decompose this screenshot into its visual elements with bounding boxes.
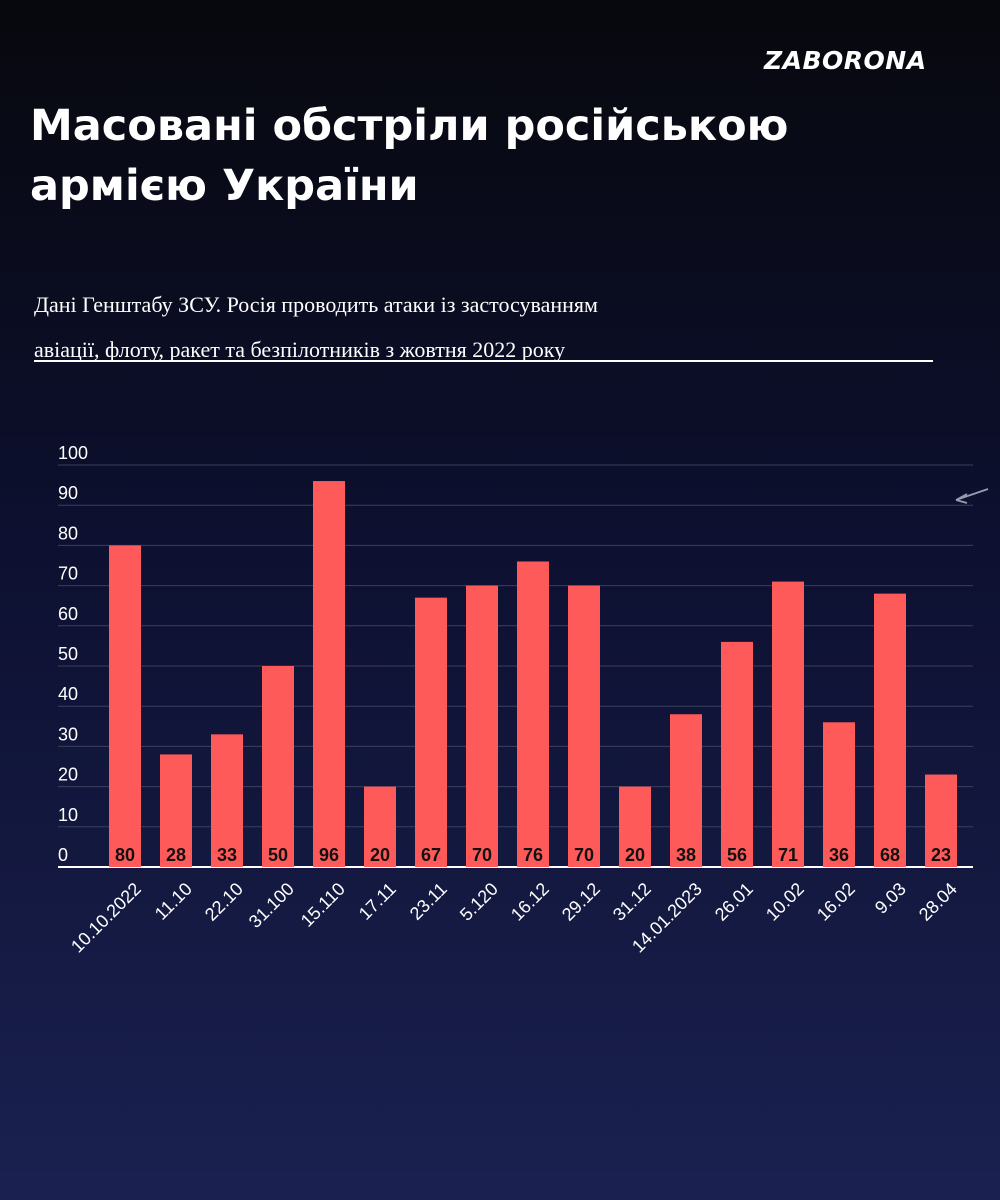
y-tick-label: 60 <box>58 604 78 624</box>
subtitle-underline <box>34 360 933 362</box>
data-label: 70 <box>472 845 492 865</box>
brand-logo: ZABORONA <box>764 46 927 75</box>
data-label: 36 <box>829 845 849 865</box>
labels: 0 10 20 30 40 50 60 70 80 90 100 80 10.10.2022 28 11.1… <box>58 443 961 957</box>
data-label: 76 <box>523 845 543 865</box>
bars <box>109 481 957 867</box>
data-label: 20 <box>370 845 390 865</box>
y-tick-label: 50 <box>58 644 78 664</box>
bar <box>109 545 141 867</box>
data-label: 20 <box>625 845 645 865</box>
bar <box>772 581 804 867</box>
x-tick-label: 5.120 <box>456 879 502 925</box>
x-tick-label: 10.10.2022 <box>67 879 145 957</box>
arrow-icon <box>955 488 989 504</box>
y-tick-label: 40 <box>58 684 78 704</box>
y-tick-label: 100 <box>58 443 88 463</box>
x-tick-label: 22.10 <box>201 879 247 925</box>
bar <box>670 714 702 867</box>
bar <box>160 754 192 867</box>
y-tick-label: 90 <box>58 483 78 503</box>
data-label: 38 <box>676 845 696 865</box>
x-tick-label: 10.02 <box>762 879 808 925</box>
y-tick-label: 30 <box>58 724 78 744</box>
data-label: 67 <box>421 845 441 865</box>
x-tick-label: 16.02 <box>813 879 859 925</box>
gridlines <box>58 464 973 868</box>
bar <box>262 666 294 867</box>
data-label: 68 <box>880 845 900 865</box>
bar <box>211 734 243 867</box>
x-tick-label: 9.03 <box>871 879 910 918</box>
bar <box>925 774 957 867</box>
data-label: 23 <box>931 845 951 865</box>
bar <box>313 481 345 867</box>
y-tick-label: 10 <box>58 805 78 825</box>
bar <box>364 786 396 867</box>
chart-title: Масовані обстріли російською армією Укра… <box>30 101 789 211</box>
data-label: 28 <box>166 845 186 865</box>
data-label: 70 <box>574 845 594 865</box>
bar <box>517 561 549 867</box>
x-tick-label: 31.100 <box>245 879 298 932</box>
x-tick-label: 15.110 <box>297 879 349 931</box>
subtitle-line-2: авіації, флоту, ракет та безпілотників з… <box>34 337 566 362</box>
x-tick-label: 28.04 <box>915 879 961 925</box>
data-label: 80 <box>115 845 135 865</box>
x-tick-label: 11.10 <box>151 879 196 924</box>
bar <box>415 597 447 867</box>
data-label: 56 <box>727 845 747 865</box>
y-tick-label: 70 <box>58 564 78 584</box>
y-tick-label: 0 <box>58 845 68 865</box>
data-label: 71 <box>778 845 798 865</box>
x-tick-label: 31.12 <box>609 879 655 925</box>
bar <box>874 593 906 867</box>
data-label: 33 <box>217 845 237 865</box>
bar <box>466 585 498 867</box>
x-tick-label: 16.12 <box>507 879 553 925</box>
y-tick-label: 80 <box>58 523 78 543</box>
subtitle-line-1: Дані Генштабу ЗСУ. Росія проводить атаки… <box>34 292 598 317</box>
y-tick-label: 20 <box>58 765 78 785</box>
bar <box>823 722 855 867</box>
data-label: 96 <box>319 845 339 865</box>
bar <box>619 786 651 867</box>
x-tick-label: 26.01 <box>711 879 757 925</box>
x-tick-label: 23.11 <box>406 879 451 924</box>
bar <box>568 585 600 867</box>
data-label: 50 <box>268 845 288 865</box>
x-tick-label: 17.11 <box>355 879 400 924</box>
x-tick-label: 29.12 <box>558 879 604 925</box>
bar <box>721 641 753 867</box>
